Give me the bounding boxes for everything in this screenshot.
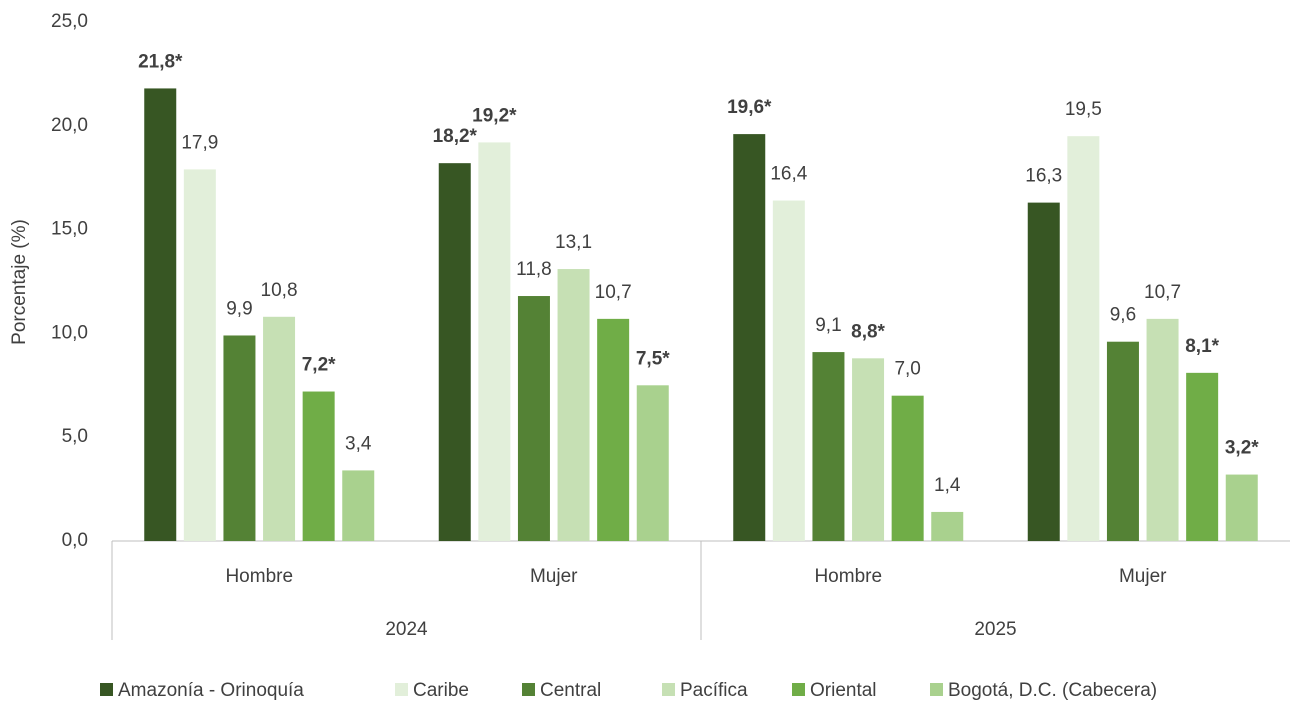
data-label: 16,4 (770, 164, 807, 185)
data-label: 19,6* (727, 97, 772, 118)
legend-label: Pacífica (680, 680, 748, 701)
legend-swatch (100, 683, 113, 696)
group-label: 2025 (974, 619, 1016, 640)
bar (636, 385, 669, 541)
x-tick-label: Hombre (225, 566, 293, 587)
legend-swatch (662, 683, 675, 696)
bar (733, 134, 766, 541)
bar (852, 358, 885, 541)
data-label: 10,7 (1144, 282, 1181, 303)
data-label: 7,2* (302, 355, 336, 376)
legend-label: Caribe (413, 680, 469, 701)
bar (1146, 318, 1179, 541)
bar (597, 318, 630, 541)
data-label: 19,2* (472, 105, 517, 126)
bar (1067, 136, 1100, 541)
bar (557, 269, 590, 541)
x-tick-label: Mujer (1119, 566, 1167, 587)
bar (1225, 474, 1258, 541)
bar (183, 169, 216, 541)
bar (772, 200, 805, 541)
data-label: 3,2* (1225, 438, 1259, 459)
bar (302, 391, 335, 541)
data-label: 19,5 (1065, 99, 1102, 120)
data-label: 18,2* (433, 126, 478, 147)
data-label: 8,8* (851, 321, 885, 342)
bar (223, 335, 256, 541)
data-label: 10,7 (595, 282, 632, 303)
bar (342, 470, 375, 541)
y-tick-label: 15,0 (51, 219, 88, 240)
y-axis-title: Porcentaje (%) (9, 219, 30, 345)
bar (931, 511, 964, 541)
data-label: 9,6 (1110, 305, 1136, 326)
data-label: 7,0 (894, 359, 920, 380)
data-label: 16,3 (1025, 166, 1062, 187)
data-label: 3,4 (345, 433, 372, 454)
bar (812, 352, 845, 541)
data-label: 8,1* (1185, 336, 1219, 357)
x-tick-label: Mujer (530, 566, 578, 587)
legend-label: Central (540, 680, 601, 701)
y-tick-label: 5,0 (62, 426, 88, 447)
bar (517, 296, 550, 541)
bar (1106, 341, 1139, 541)
legend-swatch (395, 683, 408, 696)
bar (1186, 372, 1219, 541)
legend-label: Oriental (810, 680, 877, 701)
legend-label: Bogotá, D.C. (Cabecera) (948, 680, 1157, 701)
data-label: 13,1 (555, 232, 592, 253)
y-tick-label: 10,0 (51, 322, 88, 343)
legend-swatch (930, 683, 943, 696)
bar (891, 395, 924, 541)
group-label: 2024 (385, 619, 428, 640)
data-label: 9,9 (226, 298, 252, 319)
bar (478, 142, 511, 541)
data-label: 1,4 (934, 475, 961, 496)
y-tick-label: 0,0 (62, 530, 88, 551)
data-label: 10,8 (261, 280, 298, 301)
legend-swatch (522, 683, 535, 696)
data-label: 7,5* (636, 348, 670, 369)
bar (438, 163, 471, 541)
data-label: 21,8* (138, 51, 183, 72)
legend-swatch (792, 683, 805, 696)
bar (1027, 202, 1060, 541)
data-label: 11,8 (516, 259, 552, 280)
x-tick-label: Hombre (814, 566, 882, 587)
data-label: 17,9 (181, 132, 218, 153)
bar (144, 88, 177, 541)
legend-label: Amazonía - Orinoquía (118, 680, 304, 701)
y-tick-label: 25,0 (51, 11, 88, 32)
bar (263, 316, 296, 541)
data-label: 9,1 (815, 315, 841, 336)
y-tick-label: 20,0 (51, 115, 88, 136)
